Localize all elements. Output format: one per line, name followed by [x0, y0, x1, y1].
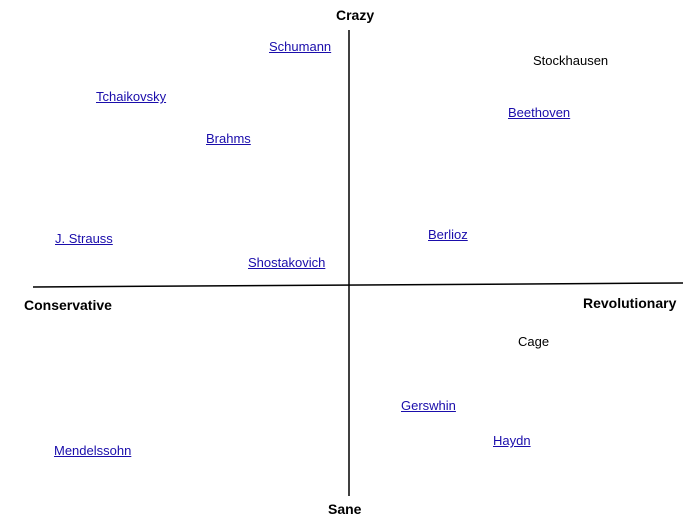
composer-link[interactable]: Schumann — [269, 39, 332, 54]
composer-link[interactable]: Shostakovich — [248, 255, 326, 270]
axis-label-left: Conservative — [24, 297, 112, 313]
composer-link[interactable]: Beethoven — [508, 105, 571, 120]
axis-label-bottom: Sane — [328, 501, 362, 517]
composer-label: Cage — [518, 334, 550, 349]
axis-label-right: Revolutionary — [583, 295, 677, 311]
composer-link[interactable]: Tchaikovsky — [96, 89, 167, 104]
horizontal-axis — [32, 282, 684, 288]
composer-link[interactable]: Mendelssohn — [54, 443, 132, 458]
composer-link[interactable]: Gerswhin — [401, 398, 456, 413]
composer-label: Stockhausen — [533, 53, 609, 68]
composer-link[interactable]: Haydn — [493, 433, 531, 448]
composer-link[interactable]: Berlioz — [428, 227, 468, 242]
composer-link[interactable]: J. Strauss — [55, 231, 113, 246]
composer-link[interactable]: Brahms — [206, 131, 251, 146]
axis-label-top: Crazy — [336, 7, 375, 23]
